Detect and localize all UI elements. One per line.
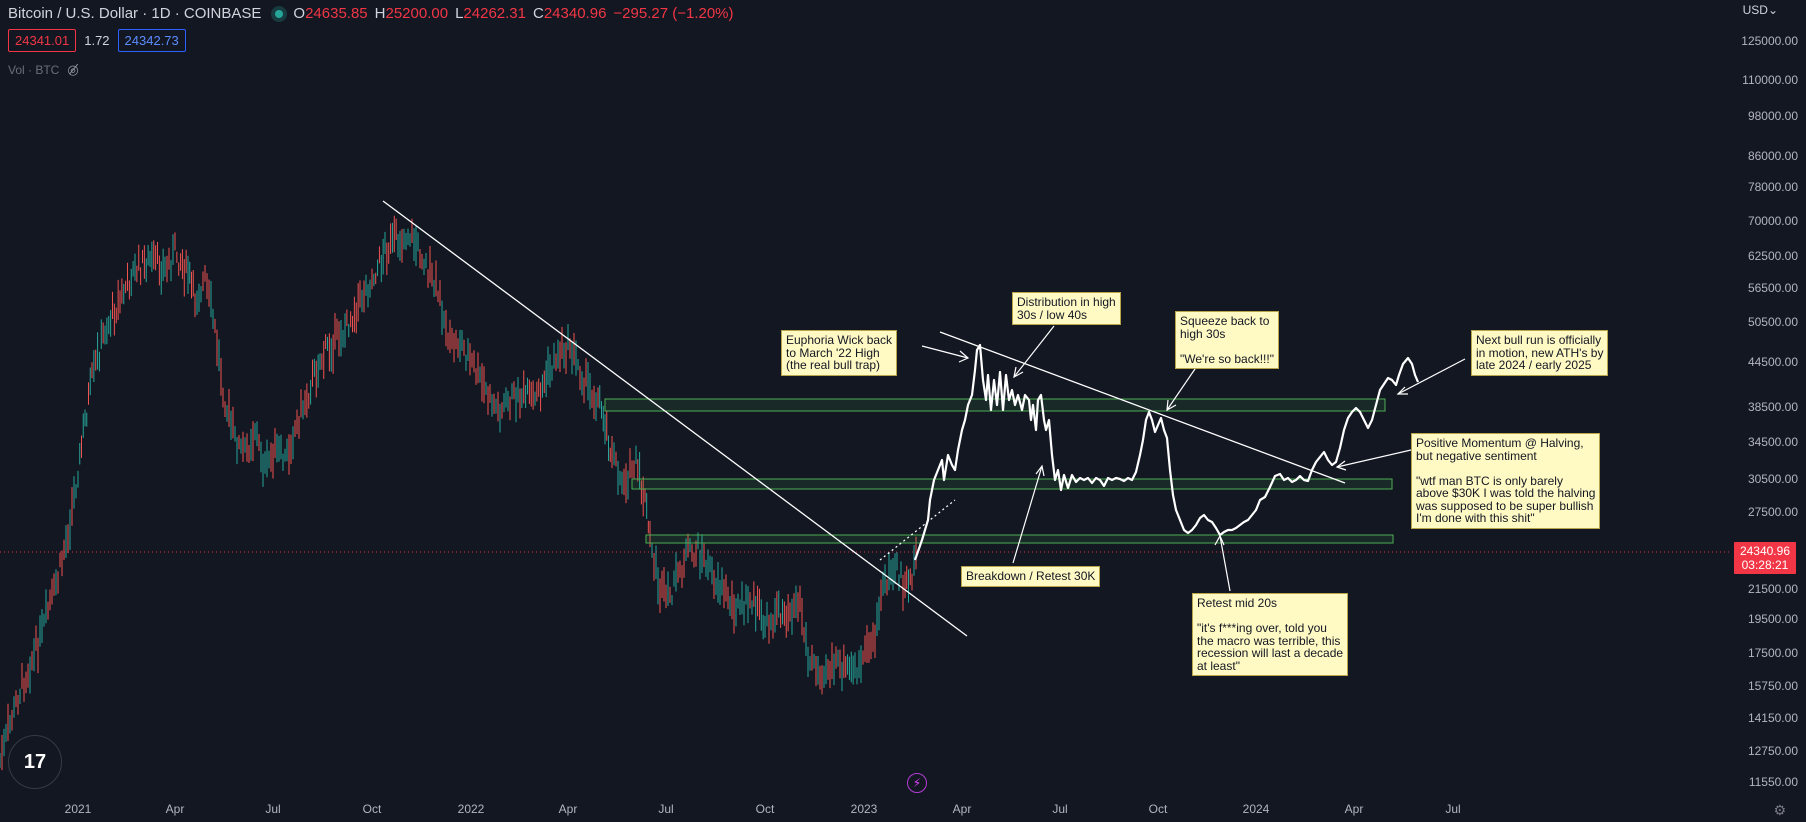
zone-30k [631,478,1393,490]
price-tick: 44500.00 [1747,355,1798,369]
sell-button[interactable]: 24341.01 [8,29,77,52]
open-value: 24635.85 [305,5,368,22]
zone-high-30s [604,398,1386,412]
time-tick: Oct [1148,802,1168,816]
currency-selector[interactable]: USD⌄ [1743,3,1778,17]
volume-label: Vol · BTC [8,63,60,77]
close-label: C [533,5,544,22]
time-tick: Oct [755,802,775,816]
price-tick: 30500.00 [1747,472,1798,486]
note-euphoria[interactable]: Euphoria Wick back to March '22 High (th… [781,330,898,376]
price-tick: 78000.00 [1747,180,1798,194]
time-tick: Jul [265,802,281,816]
price-tick: 125000.00 [1741,34,1798,48]
low-label: L [455,5,464,22]
note-distribution[interactable]: Distribution in high 30s / low 40s [1012,292,1121,325]
time-tick: Jul [658,802,674,816]
time-tick: Jul [1445,802,1461,816]
note-bull-run[interactable]: Next bull run is officially in motion, n… [1471,330,1609,376]
last-price-tag: 24340.96 03:28:21 [1733,542,1796,574]
trendline-dotted [879,499,956,561]
price-tick: 34500.00 [1747,435,1798,449]
high-label: H [374,5,386,22]
price-tick: 14150.00 [1747,711,1798,725]
time-tick: Apr [1344,802,1364,816]
price-tick: 110000.00 [1742,73,1798,87]
trade-buttons: 24341.01 1.72 24342.73 [8,29,186,52]
bar-countdown: 03:28:21 [1741,558,1789,572]
price-tick: 56500.00 [1747,281,1798,295]
eye-hidden-icon[interactable]: ◎̸ [67,62,79,77]
price-axis[interactable]: 125000.00 110000.00 98000.00 86000.00 78000.… [1730,0,1806,822]
volume-legend[interactable]: Vol · BTC ◎̸ [8,62,79,78]
time-tick: 2022 [457,802,485,816]
trendline-down [382,200,968,637]
time-tick: Oct [362,802,382,816]
time-tick: 2023 [850,802,878,816]
price-tick: 50500.00 [1747,315,1798,329]
note-momentum[interactable]: Positive Momentum @ Halving, but negativ… [1411,433,1601,529]
price-tick: 86000.00 [1747,149,1798,163]
price-tick: 98000.00 [1747,109,1798,123]
price-tick: 15750.00 [1747,679,1798,693]
price-tick: 27500.00 [1747,505,1798,519]
price-tick: 70000.00 [1747,214,1798,228]
time-tick: Apr [952,802,972,816]
time-tick: 2024 [1242,802,1270,816]
note-retest[interactable]: Retest mid 20s "it's f***ing over, told … [1192,593,1349,676]
time-tick: Apr [558,802,578,816]
price-tick: 38500.00 [1747,400,1798,414]
gear-icon[interactable]: ⚙ [1773,802,1786,818]
note-breakdown[interactable]: Breakdown / Retest 30K [961,566,1101,587]
tradingview-logo-icon[interactable]: 17 [8,735,62,789]
high-value: 25200.00 [385,5,449,22]
open-label: O [293,5,306,22]
trendline-future [939,331,1346,484]
buy-button[interactable]: 24342.73 [117,29,186,52]
price-tick: 17500.00 [1747,646,1798,660]
lightning-icon[interactable]: ⚡ [907,773,927,793]
symbol-title[interactable]: Bitcoin / U.S. Dollar · 1D · COINBASE [8,5,262,22]
spread-value: 1.72 [84,33,110,48]
price-tick: 11550.00 [1748,775,1798,789]
time-tick: 2021 [64,802,92,816]
currency-label: USD [1742,3,1768,17]
time-tick: Apr [165,802,185,816]
last-price-value: 24340.96 [1739,544,1790,558]
price-tick: 19500.00 [1747,612,1798,626]
price-tick: 62500.00 [1747,249,1798,263]
candles [0,215,917,771]
low-value: 24262.31 [463,5,526,22]
price-tick: 12750.00 [1747,744,1798,758]
projection-path [913,343,1420,561]
annotation-arrows [921,325,1466,592]
market-status-icon [275,9,284,18]
close-value: 24340.96 [543,5,607,22]
chevron-down-icon: ⌄ [1767,3,1778,17]
note-squeeze[interactable]: Squeeze back to high 30s "We're so back!… [1175,311,1279,369]
price-tick: 21500.00 [1747,582,1798,596]
time-tick: Jul [1052,802,1068,816]
change-value: −295.27 (−1.20%) [613,5,734,22]
